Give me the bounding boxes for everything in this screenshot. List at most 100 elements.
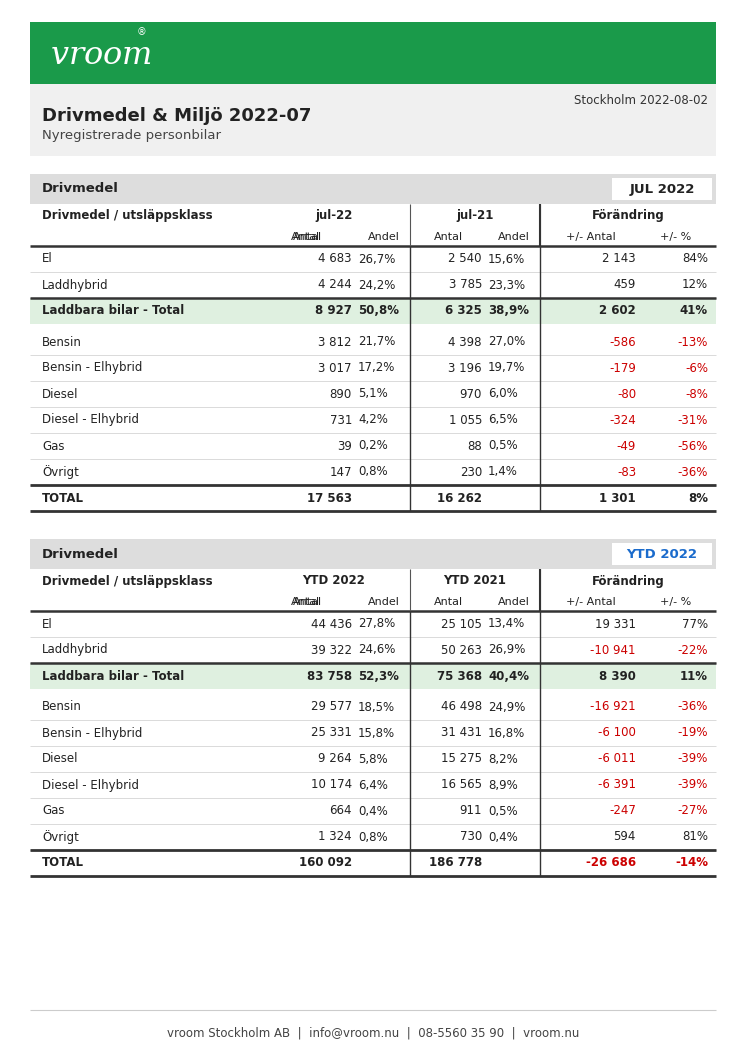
- Text: 731: 731: [330, 414, 352, 427]
- Text: 4 683: 4 683: [319, 252, 352, 265]
- Bar: [30, 84, 716, 156]
- Text: 46 498: 46 498: [441, 700, 482, 714]
- Text: Antal: Antal: [293, 597, 322, 607]
- Text: 21,7%: 21,7%: [358, 336, 395, 348]
- Text: 664: 664: [330, 805, 352, 817]
- Text: 1 324: 1 324: [319, 830, 352, 844]
- Text: -6 100: -6 100: [598, 727, 636, 739]
- Text: 0,4%: 0,4%: [488, 830, 518, 844]
- Text: 75 368: 75 368: [437, 670, 482, 682]
- Text: 15,6%: 15,6%: [488, 252, 525, 265]
- Text: 39: 39: [337, 439, 352, 453]
- Text: JUL 2022: JUL 2022: [630, 183, 695, 195]
- Text: Andel: Andel: [368, 232, 400, 242]
- Text: 17 563: 17 563: [307, 491, 352, 505]
- Text: 2 143: 2 143: [602, 252, 636, 265]
- Text: Andel: Andel: [498, 597, 530, 607]
- Text: Drivmedel / utsläppsklass: Drivmedel / utsläppsklass: [42, 574, 213, 587]
- Bar: [30, 22, 716, 84]
- Text: 5,1%: 5,1%: [358, 388, 388, 400]
- Text: -19%: -19%: [677, 727, 708, 739]
- Text: ®: ®: [137, 27, 147, 37]
- Text: -324: -324: [609, 414, 636, 427]
- Text: -6 011: -6 011: [598, 753, 636, 766]
- Text: 44 436: 44 436: [311, 618, 352, 630]
- Text: 25 105: 25 105: [441, 618, 482, 630]
- Text: Antal: Antal: [434, 597, 463, 607]
- Text: 0,5%: 0,5%: [488, 805, 518, 817]
- Text: Laddbara bilar - Total: Laddbara bilar - Total: [42, 670, 184, 682]
- Text: 8,9%: 8,9%: [488, 778, 518, 792]
- Bar: [30, 539, 716, 569]
- Text: 81%: 81%: [682, 830, 708, 844]
- Text: YTD 2022: YTD 2022: [303, 574, 366, 587]
- Text: 27,0%: 27,0%: [488, 336, 525, 348]
- Text: Stockholm 2022-08-02: Stockholm 2022-08-02: [574, 94, 708, 107]
- Text: 16 565: 16 565: [441, 778, 482, 792]
- Text: Antal: Antal: [293, 232, 322, 242]
- Text: 3 196: 3 196: [448, 361, 482, 375]
- Text: 83 758: 83 758: [307, 670, 352, 682]
- Text: 160 092: 160 092: [299, 856, 352, 869]
- Text: 2 602: 2 602: [599, 304, 636, 318]
- Text: 970: 970: [460, 388, 482, 400]
- Text: -247: -247: [609, 805, 636, 817]
- Text: 39 322: 39 322: [311, 643, 352, 657]
- Text: 6 325: 6 325: [445, 304, 482, 318]
- Text: -27%: -27%: [677, 805, 708, 817]
- Text: +/- %: +/- %: [660, 232, 692, 242]
- Text: Andel: Andel: [498, 232, 530, 242]
- Text: TOTAL: TOTAL: [42, 491, 84, 505]
- Text: 50 263: 50 263: [441, 643, 482, 657]
- Text: Drivmedel: Drivmedel: [42, 547, 119, 561]
- Text: Antal: Antal: [434, 232, 463, 242]
- Text: 10 174: 10 174: [311, 778, 352, 792]
- Text: 17,2%: 17,2%: [358, 361, 395, 375]
- Text: El: El: [42, 252, 53, 265]
- Text: -49: -49: [617, 439, 636, 453]
- Text: 11%: 11%: [680, 670, 708, 682]
- Bar: [612, 178, 712, 200]
- Text: Bensin - Elhybrid: Bensin - Elhybrid: [42, 727, 142, 739]
- Text: 23,3%: 23,3%: [488, 279, 525, 291]
- Text: Förändring: Förändring: [592, 209, 665, 223]
- Text: Drivmedel & Miljö 2022-07: Drivmedel & Miljö 2022-07: [42, 107, 311, 125]
- Text: 77%: 77%: [682, 618, 708, 630]
- Text: 19 331: 19 331: [595, 618, 636, 630]
- Text: -36%: -36%: [677, 700, 708, 714]
- Text: 88: 88: [467, 439, 482, 453]
- Text: 9 264: 9 264: [319, 753, 352, 766]
- Text: -39%: -39%: [677, 778, 708, 792]
- Text: 2 540: 2 540: [448, 252, 482, 265]
- Text: Laddhybrid: Laddhybrid: [42, 279, 109, 291]
- Text: +/- %: +/- %: [660, 597, 692, 607]
- Text: Gas: Gas: [42, 805, 64, 817]
- Text: -586: -586: [609, 336, 636, 348]
- Text: Andel: Andel: [368, 597, 400, 607]
- Text: 0,2%: 0,2%: [358, 439, 388, 453]
- Text: 25 331: 25 331: [311, 727, 352, 739]
- Text: 911: 911: [460, 805, 482, 817]
- Text: Antal: Antal: [290, 232, 319, 242]
- Text: 230: 230: [460, 466, 482, 478]
- Text: 730: 730: [460, 830, 482, 844]
- Text: Bensin: Bensin: [42, 336, 82, 348]
- Text: Diesel: Diesel: [42, 388, 78, 400]
- Text: -179: -179: [609, 361, 636, 375]
- Text: +/- Antal: +/- Antal: [565, 232, 615, 242]
- Text: 40,4%: 40,4%: [488, 670, 529, 682]
- Text: 890: 890: [330, 388, 352, 400]
- Text: 147: 147: [330, 466, 352, 478]
- Text: -6 391: -6 391: [598, 778, 636, 792]
- Text: 24,9%: 24,9%: [488, 700, 525, 714]
- Text: Gas: Gas: [42, 439, 64, 453]
- Text: 29 577: 29 577: [311, 700, 352, 714]
- Text: Bensin: Bensin: [42, 700, 82, 714]
- Text: 3 812: 3 812: [319, 336, 352, 348]
- Text: 15 275: 15 275: [441, 753, 482, 766]
- Text: 0,8%: 0,8%: [358, 830, 388, 844]
- Text: -36%: -36%: [677, 466, 708, 478]
- Text: jul-21: jul-21: [457, 209, 494, 223]
- Text: Laddbara bilar - Total: Laddbara bilar - Total: [42, 304, 184, 318]
- Text: 26,7%: 26,7%: [358, 252, 395, 265]
